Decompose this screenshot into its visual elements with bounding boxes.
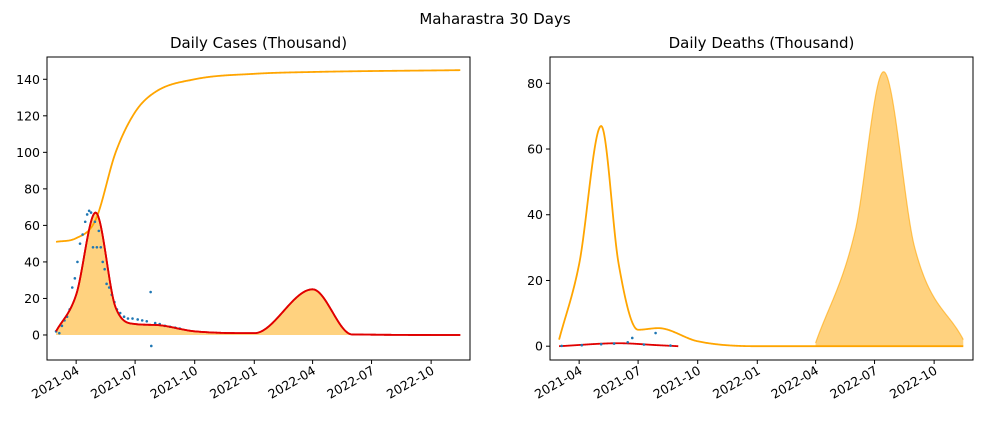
deaths-chart-title: Daily Deaths (Thousand) <box>669 34 855 52</box>
cases-x-tick-label-0: 2021-04 <box>29 363 82 402</box>
deaths-x-tick-label-2: 2021-10 <box>650 363 703 402</box>
deaths-x-tick-label-3: 2022-01 <box>710 363 763 402</box>
cases-observed-point-23 <box>107 286 111 289</box>
cases-y-tick-label-1: 20 <box>24 291 40 306</box>
deaths-axes-frame <box>549 56 974 361</box>
cases-observed-point-18 <box>97 229 101 233</box>
cases-series-0-area <box>56 212 461 335</box>
deaths-series-1-area <box>815 71 964 347</box>
deaths-observed-point-5 <box>630 336 634 340</box>
deaths-observed-point-8 <box>669 344 672 347</box>
cases-y-tick-label-0: 0 <box>32 327 40 342</box>
deaths-y-tick-label-1: 20 <box>527 273 543 288</box>
deaths-y-tick-label-4: 80 <box>527 76 543 91</box>
cases-fit-line-top <box>55 211 461 336</box>
deaths-series-1-line <box>815 71 964 344</box>
cases-observed-point-7 <box>73 277 77 280</box>
cases-observed-point-9 <box>78 242 82 245</box>
deaths-observed-point-0 <box>560 344 563 348</box>
deaths-observed-point-2 <box>599 342 603 346</box>
cases-observed-point-21 <box>103 267 106 271</box>
cases-observed-point-33 <box>145 319 149 323</box>
deaths-y-tick-label-0: 0 <box>535 339 543 354</box>
cases-observed-point-19 <box>99 246 103 249</box>
cases-observed-point-36 <box>153 321 157 325</box>
cases-observed-point-30 <box>131 317 134 320</box>
deaths-x-tick-label-6: 2022-10 <box>887 363 940 402</box>
cases-x-tick-label-6: 2022-10 <box>384 363 437 402</box>
cases-observed-point-11 <box>83 220 87 224</box>
cases-plot-area <box>54 69 461 348</box>
cases-y-tick-label-2: 40 <box>24 254 40 269</box>
cases-chart-title: Daily Cases (Thousand) <box>170 34 347 52</box>
cases-series-1-line <box>55 69 461 243</box>
cases-observed-point-10 <box>81 233 84 236</box>
cases-observed-point-20 <box>101 260 105 264</box>
cases-y-tick-label-5: 100 <box>16 145 40 160</box>
deaths-plot-area <box>558 71 964 348</box>
cases-observed-point-1 <box>58 331 61 335</box>
deaths-y-tick-label-2: 40 <box>527 207 543 222</box>
cases-panel: Daily Cases (Thousand) 0 20 40 60 80 100 120 140… <box>16 34 471 402</box>
cases-observed-point-14 <box>89 211 93 214</box>
cases-observed-point-29 <box>126 317 130 320</box>
deaths-x-tick-label-4: 2022-04 <box>768 363 821 402</box>
deaths-observed-point-4 <box>626 340 630 344</box>
cases-observed-point-32 <box>140 319 144 322</box>
cases-observed-point-8 <box>76 260 79 264</box>
cases-x-tick-label-1: 2021-07 <box>88 363 141 402</box>
cases-observed-point-6 <box>70 286 74 289</box>
deaths-observed-point-1 <box>580 343 584 347</box>
cases-observed-point-22 <box>105 282 108 286</box>
deaths-x-tick-label-5: 2022-07 <box>827 363 880 402</box>
cases-y-tick-label-3: 60 <box>24 218 40 233</box>
cases-observed-point-34 <box>149 290 152 294</box>
deaths-y-tick-label-3: 60 <box>527 142 543 157</box>
cases-x-tick-label-2: 2021-10 <box>147 363 200 402</box>
cases-observed-point-13 <box>87 209 91 213</box>
deaths-x-tick-label-0: 2021-04 <box>532 363 585 402</box>
cases-x-tick-label-3: 2022-01 <box>207 363 260 402</box>
cases-observed-point-31 <box>136 318 139 321</box>
cases-observed-point-35 <box>149 344 153 348</box>
deaths-series-2-line <box>559 342 679 348</box>
deaths-observed-point-3 <box>612 342 616 345</box>
cases-y-tick-label-4: 80 <box>24 181 40 196</box>
cases-x-tick-label-5: 2022-07 <box>324 363 377 402</box>
deaths-observed-point-6 <box>642 343 646 346</box>
cases-axes-frame <box>46 56 471 361</box>
cases-y-tick-label-7: 140 <box>16 72 40 87</box>
deaths-observed-point-7 <box>654 331 657 335</box>
cases-observed-point-15 <box>91 246 95 249</box>
deaths-x-tick-label-1: 2021-07 <box>591 363 644 402</box>
cases-y-tick-label-6: 120 <box>16 108 40 123</box>
cases-x-tick-label-4: 2022-04 <box>265 363 318 402</box>
cases-observed-point-28 <box>122 315 126 319</box>
cases-observed-point-12 <box>85 213 89 216</box>
cases-observed-point-2 <box>60 324 64 328</box>
figure-title: Maharastra 30 Days <box>419 10 570 28</box>
cases-observed-point-16 <box>93 220 97 224</box>
cases-observed-point-17 <box>95 246 99 249</box>
